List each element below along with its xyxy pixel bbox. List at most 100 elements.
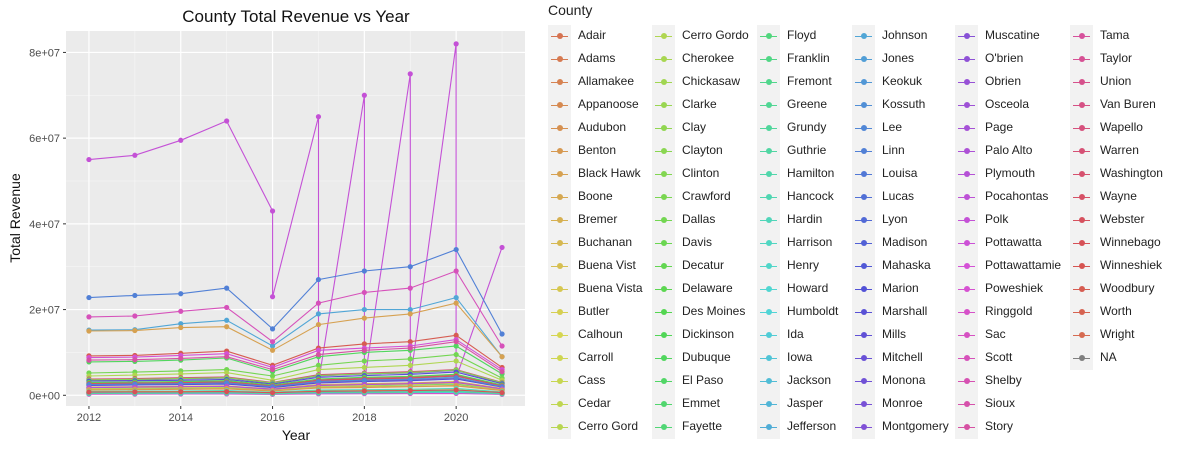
legend-label: Marion	[882, 281, 919, 295]
legend-key-icon	[757, 163, 780, 186]
series-line	[88, 378, 503, 389]
legend-item: Cerro Gordo	[652, 25, 792, 48]
legend-item: Davis	[652, 232, 792, 255]
legend-label: Allamakee	[578, 74, 635, 88]
series-line	[88, 345, 503, 375]
legend-label: Jasper	[787, 396, 824, 410]
data-point	[86, 389, 92, 395]
data-point	[453, 387, 459, 393]
legend-label: Tama	[1100, 28, 1130, 42]
x-axis-label: Year	[282, 427, 311, 443]
data-point	[361, 364, 367, 371]
legend-key-icon	[548, 71, 571, 94]
legend-key-icon	[757, 94, 780, 117]
series-line	[88, 377, 503, 388]
data-point	[453, 294, 459, 301]
y-axis-label: Total Revenue	[7, 173, 23, 263]
data-point	[407, 285, 413, 291]
legend-key-icon	[652, 324, 675, 347]
data-point	[361, 358, 367, 364]
legend-key-icon	[1070, 278, 1093, 301]
legend-key-icon	[1070, 25, 1093, 48]
legend-label: Cedar	[578, 396, 611, 410]
legend-label: Clarke	[682, 97, 717, 111]
data-point	[499, 343, 505, 349]
legend-label: Page	[985, 120, 1014, 134]
legend-item: Crawford	[652, 186, 792, 209]
legend-label: Des Moines	[682, 304, 746, 318]
legend-key-icon	[1070, 94, 1093, 117]
legend-item: Floyd	[757, 25, 897, 48]
legend-item: Boone	[548, 186, 688, 209]
legend-item: Hamilton	[757, 163, 897, 186]
legend-label: Wapello	[1100, 120, 1143, 134]
data-point	[269, 366, 276, 373]
data-point	[361, 268, 367, 274]
legend-label: Buchanan	[578, 235, 633, 249]
legend-key-icon	[852, 209, 875, 232]
legend-item: Pocahontas	[955, 186, 1095, 209]
legend-item: Carroll	[548, 347, 688, 370]
legend-label: Clinton	[682, 166, 720, 180]
legend-label: Carroll	[578, 350, 614, 364]
data-point	[86, 357, 92, 363]
legend-label: Audubon	[578, 120, 627, 134]
data-point	[499, 331, 505, 337]
series-line	[88, 371, 503, 385]
legend-label: Van Buren	[1100, 97, 1156, 111]
x-tick-label: 2018	[352, 412, 376, 424]
legend-label: Winneshiek	[1100, 258, 1163, 272]
legend-key-icon	[757, 48, 780, 71]
legend-label: Pocahontas	[985, 189, 1049, 203]
legend-key-icon	[652, 48, 675, 71]
legend-item: Muscatine	[955, 25, 1095, 48]
data-point	[178, 355, 184, 362]
data-point	[361, 388, 367, 394]
legend-key-icon	[548, 25, 571, 48]
legend-key-icon	[852, 416, 875, 439]
legend-key-icon	[1070, 186, 1093, 209]
series-line	[88, 354, 503, 379]
legend-key-icon	[757, 278, 780, 301]
data-point	[407, 362, 413, 368]
data-point	[178, 137, 184, 143]
series-line	[88, 296, 503, 358]
data-point	[132, 327, 138, 334]
legend-item: Ringgold	[955, 301, 1095, 324]
legend-key-icon	[955, 393, 978, 416]
legend-key-icon	[757, 209, 780, 232]
legend-label: Davis	[682, 235, 713, 249]
legend-key-icon	[852, 370, 875, 393]
legend-key-icon	[757, 393, 780, 416]
data-point	[499, 390, 505, 396]
legend-item: Marshall	[852, 301, 992, 324]
legend-key-icon	[852, 48, 875, 71]
legend-label: Marshall	[882, 304, 928, 318]
data-point	[224, 285, 230, 291]
legend-label: Shelby	[985, 373, 1022, 387]
legend-key-icon	[548, 370, 571, 393]
legend-label: Wright	[1100, 327, 1135, 341]
legend-item: Greene	[757, 94, 897, 117]
legend-key-icon	[955, 232, 978, 255]
series-line	[88, 270, 503, 347]
legend-key-icon	[955, 71, 978, 94]
legend-label: Cerro Gordo	[682, 28, 749, 42]
legend-item: Wapello	[1070, 117, 1180, 140]
data-point	[407, 345, 413, 351]
series-line	[88, 385, 503, 392]
legend-item: Emmet	[652, 393, 792, 416]
legend-label: Louisa	[882, 166, 918, 180]
legend-key-icon	[757, 416, 780, 439]
legend-item: Webster	[1070, 209, 1180, 232]
series-line	[88, 339, 503, 371]
legend-key-icon	[757, 324, 780, 347]
data-point	[407, 306, 413, 313]
legend-key-icon	[548, 416, 571, 439]
legend-item: Ida	[757, 324, 897, 347]
data-point	[315, 378, 322, 385]
data-point	[224, 118, 230, 124]
legend-key-icon	[757, 186, 780, 209]
legend-item: Poweshiek	[955, 278, 1095, 301]
data-point	[499, 244, 505, 251]
